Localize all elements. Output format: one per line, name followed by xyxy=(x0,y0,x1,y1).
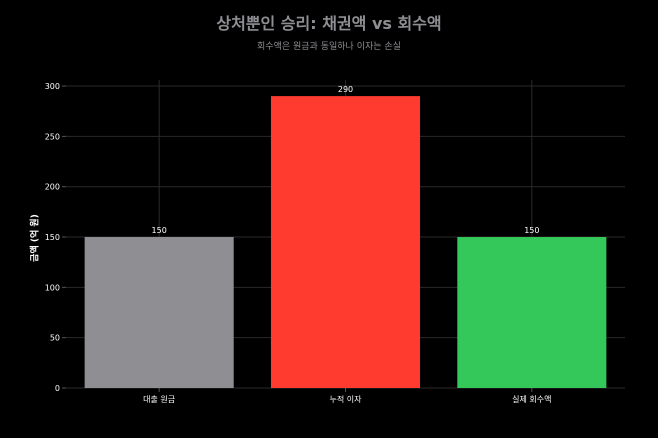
bar-2 xyxy=(270,96,421,388)
x-tick-label: 실제 회수액 xyxy=(512,394,551,404)
y-tick-label: 100 xyxy=(45,283,60,292)
bar-value-label: 150 xyxy=(524,226,539,235)
bar-value-label: 290 xyxy=(338,85,353,94)
y-tick-label: 250 xyxy=(45,132,60,141)
y-tick-label: 50 xyxy=(50,334,60,343)
chart-subtitle: 회수액은 원금과 동일하나 이자는 손실 xyxy=(257,42,401,52)
y-tick-label: 0 xyxy=(55,384,60,393)
y-tick-label: 150 xyxy=(45,233,60,242)
y-tick-label: 300 xyxy=(45,82,60,91)
bar-1 xyxy=(84,237,234,388)
y-tick-label: 200 xyxy=(45,183,60,192)
bar-value-label: 150 xyxy=(152,226,167,235)
x-tick-label: 대출 원금 xyxy=(143,394,175,404)
x-tick-label: 누적 이자 xyxy=(330,394,363,404)
chart-title: 상처뿐인 승리: 채권액 vs 회수액 xyxy=(216,14,442,33)
bar-3 xyxy=(457,237,607,388)
